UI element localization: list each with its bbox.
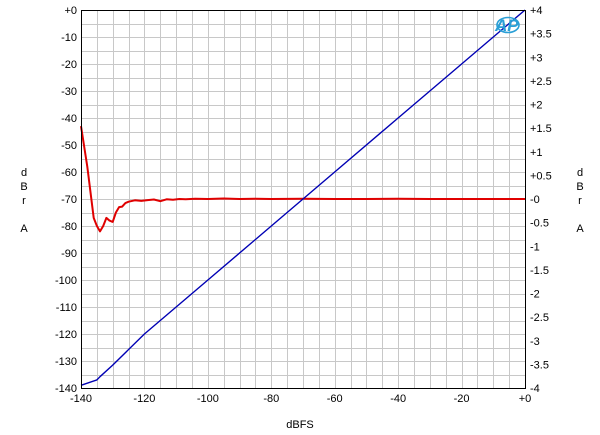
y-right-tick-label: -0 [530, 194, 540, 206]
y-left-tick-label: -110 [56, 302, 77, 314]
y-right-tick-label: -4 [530, 383, 540, 395]
x-tick-label: -140 [70, 393, 92, 405]
y-axis-title-char: r [578, 195, 582, 207]
plot-frame [81, 10, 526, 389]
y-right-tick-label: -2 [530, 289, 540, 301]
y-left-tick-label: -60 [61, 167, 77, 179]
y-left-tick-label: -40 [61, 113, 77, 125]
y-left-tick-label: -130 [55, 356, 77, 368]
y-left-tick-label: -120 [55, 329, 77, 341]
y-axis-title-char: d [21, 167, 27, 179]
series-line-red [80, 125, 525, 233]
y-right-tick-label: -2.5 [530, 312, 549, 324]
y-right-tick-label: -3.5 [530, 359, 549, 371]
y-right-tick-label: +3.5 [530, 29, 552, 41]
x-tick-label: -120 [133, 393, 155, 405]
y-axis-title-char: d [577, 167, 583, 179]
y-right-tick-label: +1.5 [530, 123, 552, 135]
y-axis-title-char: A [576, 223, 584, 235]
y-right-tick-labels: +4 +3.5 +3 +2.5 +2 +1.5 +1 +0.5 -0 -0.5 -1 -1.5 -2 -2… [530, 5, 552, 395]
x-axis-title: dBFS [286, 419, 314, 431]
ap-logo-text: AP [494, 16, 519, 35]
y-axis-title-char: B [576, 181, 583, 193]
y-right-tick-label: +0.5 [530, 170, 552, 182]
x-tick-label: -20 [454, 393, 470, 405]
x-tick-label: -100 [197, 393, 219, 405]
y-right-tick-label: +4 [530, 5, 543, 17]
y-left-tick-labels: +0 -10 -20 -30 -40 -50 -60 -70 -80 -90 -100 -110 -12… [55, 5, 77, 395]
y-left-tick-label: -90 [61, 248, 77, 260]
ap-logo: AP [494, 16, 520, 35]
y-right-tick-label: +1 [530, 147, 543, 159]
y-right-tick-label: +2.5 [530, 76, 552, 88]
y-right-tick-label: -1.5 [530, 265, 549, 277]
y-left-tick-label: -80 [61, 221, 77, 233]
y-left-tick-label: -30 [61, 86, 77, 98]
y-left-tick-label: -50 [61, 140, 77, 152]
y-axis-title-char: B [20, 181, 27, 193]
y-left-tick-label: -100 [55, 275, 77, 287]
x-tick-labels: -140 -120 -100 -80 -60 -40 -20 +0 [70, 393, 531, 405]
y-left-tick-label: -20 [61, 59, 77, 71]
series-layer [80, 9, 526, 386]
y-right-tick-label: -3 [530, 336, 540, 348]
y-right-tick-label: +2 [530, 100, 543, 112]
y-left-tick-label: +0 [64, 5, 77, 17]
y-right-axis-title: dBr A [576, 167, 584, 235]
x-tick-label: -60 [327, 393, 343, 405]
ap-logo-swoosh-icon [496, 16, 520, 34]
y-left-tick-label: -10 [61, 32, 77, 44]
y-left-axis-title: dBr A [20, 167, 28, 235]
y-axis-title-char: r [22, 195, 26, 207]
x-tick-label: +0 [519, 393, 532, 405]
y-left-tick-label: -70 [61, 194, 77, 206]
x-tick-label: -80 [263, 393, 279, 405]
y-right-tick-label: -1 [530, 241, 540, 253]
series-line-blue [80, 9, 526, 386]
y-right-tick-label: +3 [530, 52, 543, 64]
y-right-tick-label: -0.5 [530, 218, 549, 230]
x-tick-label: -40 [390, 393, 406, 405]
y-left-tick-label: -140 [55, 383, 77, 395]
y-axis-title-char: A [20, 223, 28, 235]
